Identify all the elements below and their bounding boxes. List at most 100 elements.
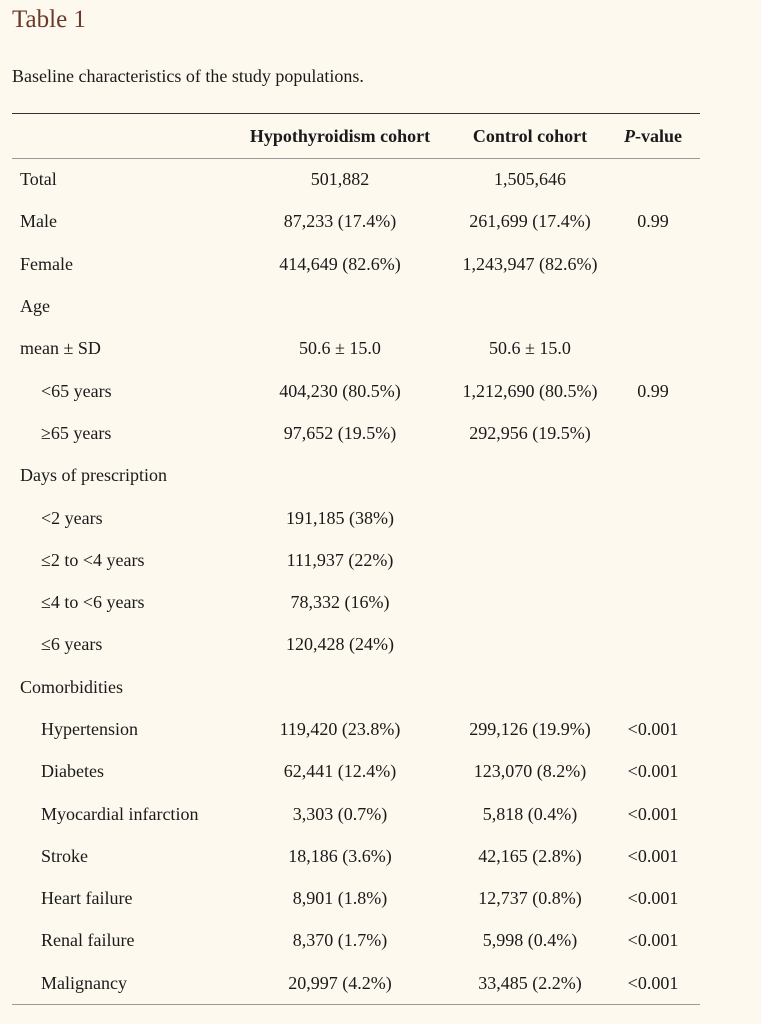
cell-control [454, 455, 606, 497]
cell-p-value: <0.001 [627, 719, 679, 739]
table-row: Hypertension 119,420 (23.8%) 299,126 (19… [12, 708, 700, 750]
cell-hypothyroidism: 8,370 (1.7%) [292, 930, 388, 951]
row-label: Heart failure [41, 888, 133, 909]
table-row: Stroke 18,186 (3.6%) 42,165 (2.8%) <0.00… [12, 835, 700, 877]
row-label: Age [20, 296, 50, 317]
row-label: Renal failure [41, 930, 135, 951]
cell-hypothyroidism: 20,997 (4.2%) [288, 972, 392, 993]
row-label: ≥65 years [41, 422, 112, 443]
table-row: Days of prescription [12, 455, 700, 497]
cell-hypothyroidism: 111,937 (22%) [286, 549, 394, 570]
cell-p-value: <0.001 [627, 845, 679, 866]
cell-control [454, 624, 606, 666]
table-row: ≥65 years 97,652 (19.5%) 292,956 (19.5%) [12, 412, 700, 454]
table-container: Hypothyroidism cohort Control cohort P-v… [12, 113, 700, 1005]
cell-control: 12,737 (0.8%) [478, 888, 582, 909]
cell-p-value: 0.99 [637, 211, 669, 232]
row-label: <65 years [41, 380, 112, 401]
cell-p-value: <0.001 [627, 930, 679, 951]
cell-hypothyroidism [226, 285, 454, 327]
cell-p-value [606, 455, 700, 497]
cell-hypothyroidism: 87,233 (17.4%) [283, 211, 397, 232]
header-p-rest: -value [635, 125, 682, 146]
cell-hypothyroidism: 50.6 ± 15.0 [299, 338, 381, 359]
row-label: Male [20, 211, 57, 232]
cell-control [454, 581, 606, 623]
row-label: Days of prescription [20, 465, 167, 486]
header-label-column [12, 114, 226, 159]
cell-p-value [606, 624, 700, 666]
cell-p-value [606, 243, 700, 285]
table-row: Male 87,233 (17.4%) 261,699 (17.4%) 0.99 [12, 201, 700, 243]
cell-control: 5,818 (0.4%) [482, 803, 578, 824]
cell-p-value: <0.001 [627, 972, 679, 993]
row-label: mean ± SD [20, 338, 101, 359]
cell-control: 42,165 (2.8%) [478, 845, 582, 866]
cell-hypothyroidism: 119,420 (23.8%) [279, 719, 401, 739]
baseline-characteristics-table: Hypothyroidism cohort Control cohort P-v… [12, 113, 700, 1005]
row-label: <2 years [41, 507, 103, 528]
cell-p-value: <0.001 [627, 888, 679, 909]
cell-control [454, 666, 606, 708]
cell-hypothyroidism: 501,882 [310, 169, 370, 190]
cell-control [454, 539, 606, 581]
cell-p-value [606, 539, 700, 581]
cell-hypothyroidism: 8,901 (1.8%) [292, 888, 388, 909]
cell-p-value: <0.001 [627, 803, 679, 824]
cell-hypothyroidism: 97,652 (19.5%) [283, 422, 397, 443]
cell-control: 261,699 (17.4%) [469, 211, 591, 232]
cell-p-value [606, 412, 700, 454]
cell-p-value: <0.001 [627, 761, 679, 782]
table-row: Comorbidities [12, 666, 700, 708]
row-label: Diabetes [41, 761, 104, 782]
row-label: ≤2 to <4 years [41, 549, 145, 570]
cell-control: 1,243,947 (82.6%) [462, 253, 598, 274]
cell-control: 33,485 (2.2%) [478, 972, 582, 993]
cell-p-value [606, 497, 700, 539]
header-control-cohort: Control cohort [472, 125, 588, 146]
table-title: Table 1 [12, 6, 86, 33]
table-caption: Baseline characteristics of the study po… [12, 66, 364, 86]
cell-hypothyroidism: 3,303 (0.7%) [292, 803, 388, 824]
cell-control: 1,505,646 [494, 169, 566, 190]
cell-control: 50.6 ± 15.0 [489, 338, 571, 359]
row-label: Malignancy [41, 972, 127, 993]
header-row: Hypothyroidism cohort Control cohort P-v… [12, 113, 700, 159]
row-label: Hypertension [41, 719, 138, 739]
table-row: Heart failure 8,901 (1.8%) 12,737 (0.8%)… [12, 878, 700, 920]
table-row: ≤6 years 120,428 (24%) [12, 624, 700, 666]
cell-hypothyroidism: 18,186 (3.6%) [288, 845, 392, 866]
row-label: Comorbidities [20, 676, 123, 697]
cell-hypothyroidism: 120,428 (24%) [286, 634, 394, 655]
table-row: <2 years 191,185 (38%) [12, 497, 700, 539]
row-label: Stroke [41, 845, 88, 866]
cell-control [454, 285, 606, 327]
table-row: <65 years 404,230 (80.5%) 1,212,690 (80.… [12, 370, 700, 412]
table-row: Female 414,649 (82.6%) 1,243,947 (82.6%) [12, 243, 700, 285]
cell-hypothyroidism: 191,185 (38%) [286, 507, 394, 528]
cell-control: 1,212,690 (80.5%) [462, 380, 598, 401]
cell-p-value [606, 159, 700, 201]
cell-hypothyroidism: 414,649 (82.6%) [279, 253, 401, 274]
cell-p-value [606, 666, 700, 708]
cell-hypothyroidism: 404,230 (80.5%) [279, 380, 401, 401]
cell-control: 123,070 (8.2%) [473, 761, 587, 782]
row-label: ≤4 to <6 years [41, 592, 145, 613]
cell-hypothyroidism: 62,441 (12.4%) [283, 761, 397, 782]
table-row: Malignancy 20,997 (4.2%) 33,485 (2.2%) <… [12, 962, 700, 1005]
header-p-value: P-value [606, 114, 700, 159]
table-row: Myocardial infarction 3,303 (0.7%) 5,818… [12, 793, 700, 835]
table-body: Total 501,882 1,505,646 Male 87,233 (17.… [12, 159, 700, 1005]
row-label: ≤6 years [41, 634, 103, 655]
table-row: Diabetes 62,441 (12.4%) 123,070 (8.2%) <… [12, 751, 700, 793]
cell-control: 5,998 (0.4%) [482, 930, 578, 951]
cell-control: 299,126 (19.9%) [469, 719, 591, 739]
cell-hypothyroidism: 78,332 (16%) [290, 592, 390, 613]
header-hypothyroidism-cohort: Hypothyroidism cohort [249, 125, 431, 146]
row-label: Total [20, 169, 57, 190]
table-row: Renal failure 8,370 (1.7%) 5,998 (0.4%) … [12, 920, 700, 962]
table-row: Age [12, 285, 700, 327]
table-row: Total 501,882 1,505,646 [12, 159, 700, 201]
cell-control: 292,956 (19.5%) [469, 422, 591, 443]
table-row: ≤4 to <6 years 78,332 (16%) [12, 581, 700, 623]
